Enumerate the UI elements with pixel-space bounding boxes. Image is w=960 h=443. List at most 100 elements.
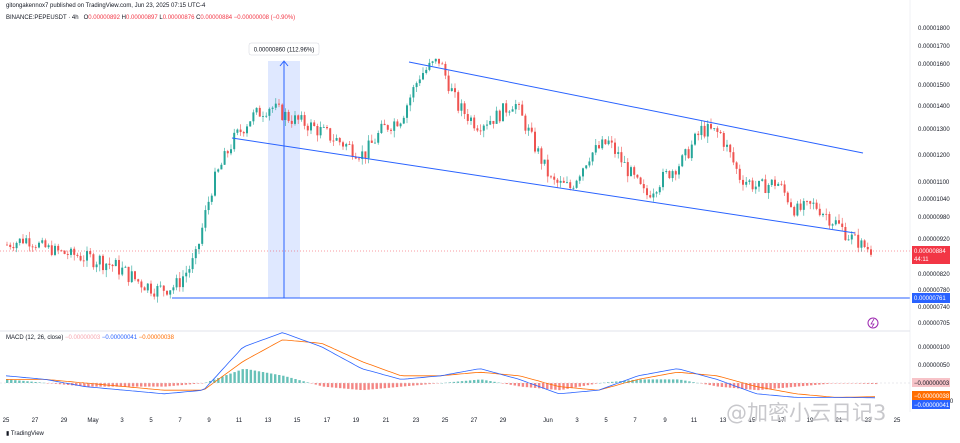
candle-body (514, 104, 517, 110)
candle-body (582, 168, 584, 177)
candle-body (863, 240, 866, 247)
candle-body (137, 279, 140, 282)
macd-histogram-bar (192, 383, 196, 384)
macd-histogram-bar (399, 383, 403, 387)
candle-body (585, 165, 588, 169)
macd-histogram-bar (826, 383, 829, 384)
macd-histogram-bar (294, 379, 297, 383)
macd-histogram-bar (225, 375, 228, 383)
candle-body (73, 248, 76, 255)
macd-histogram-bar (570, 383, 573, 389)
macd-histogram-bar (676, 379, 679, 383)
candle-body (505, 103, 508, 113)
macd-histogram-bar (391, 383, 395, 388)
lower-trendline[interactable] (231, 137, 856, 234)
macd-histogram-bar (684, 380, 687, 383)
macd-histogram-bar (75, 383, 78, 386)
watermark: @加密小云日记3 (726, 401, 887, 425)
time-tick-label: 23 (865, 418, 872, 424)
macd-histogram-bar (550, 383, 553, 390)
macd-histogram-bar (501, 383, 504, 384)
macd-histogram-bar (318, 383, 322, 386)
candle-body (806, 201, 808, 202)
high-value: 0.00000897 (125, 15, 158, 21)
macd-histogram-bar (233, 372, 236, 383)
price-tick-label: 0.00001200 (918, 153, 950, 159)
candle-body (860, 240, 863, 248)
macd-histogram-bar (745, 383, 748, 390)
price-tag: 0.00000884 (914, 249, 946, 255)
time-tick-label: 13 (265, 418, 272, 424)
upper-trendline[interactable] (408, 61, 864, 154)
macd-histogram-bar (542, 383, 545, 389)
candle-body (447, 75, 450, 92)
tradingview-logo[interactable]: ▮ TradingView (6, 430, 44, 437)
low-value: 0.00000876 (162, 15, 195, 21)
macd-histogram-bar (464, 380, 468, 383)
macd-histogram-bar (736, 383, 740, 389)
macd-tag-macd-box (912, 400, 950, 409)
macd-histogram-bar (838, 383, 841, 384)
candle-body (594, 145, 597, 153)
macd-signal-value: −0.00000038 (138, 335, 174, 341)
macd-histogram-bar (797, 383, 801, 387)
candle-body (466, 114, 469, 121)
macd-histogram-bar (773, 383, 776, 389)
price-tick-label: 0.00001800 (918, 26, 950, 32)
macd-histogram-bar (322, 383, 326, 387)
candle-body (130, 271, 133, 283)
lightning-icon[interactable] (867, 317, 879, 329)
candle-body (479, 130, 482, 132)
macd-histogram-bar (830, 383, 833, 384)
close-label: C (196, 15, 201, 21)
candle-body (153, 293, 156, 297)
time-tick-label: 25 (3, 418, 10, 424)
candle-body (556, 179, 559, 183)
macd-histogram-bar (375, 383, 378, 389)
macd-histogram-bar (403, 383, 407, 387)
macd-histogram-bar (728, 383, 732, 388)
candles (6, 58, 872, 303)
candle-body (159, 285, 162, 287)
macd-histogram-bar (416, 383, 419, 386)
candle-body (361, 151, 364, 159)
candle-body (236, 129, 239, 133)
price-axis[interactable]: 0.00001800 0.00001700 0.00001600 0.00001500… (918, 26, 950, 327)
candle-body (841, 223, 844, 227)
candle-body (15, 242, 18, 249)
candle-body (422, 72, 424, 80)
macd-histogram-bar (6, 379, 9, 383)
candle-body (850, 234, 853, 240)
macd-histogram-bar (249, 369, 253, 383)
candle-body (207, 201, 210, 211)
macd-histogram-bar (517, 383, 521, 387)
candle-body (527, 127, 530, 131)
macd-histogram-bar (387, 383, 391, 388)
candle-body (230, 149, 232, 154)
candle-body (818, 208, 821, 216)
candle-body (626, 162, 629, 177)
macd-histogram-bar (509, 383, 512, 385)
candle-body (204, 210, 207, 228)
macd-histogram-bar (217, 378, 220, 383)
macd-histogram-bar (269, 373, 273, 383)
macd-histogram-bar (850, 383, 854, 384)
macd-histogram-bar (537, 383, 541, 389)
macd-histogram-bar (209, 380, 212, 383)
candle-body (646, 188, 648, 196)
macd-histogram-bar (160, 383, 163, 387)
candle-body (313, 122, 316, 127)
time-axis[interactable]: 25 27 29 May 3 5 7 9 11 13 15 17 19 21 23 25 27 29 Jun 3 5 7 9… (3, 418, 901, 424)
macd-histogram-bar (200, 383, 204, 384)
candle-body (802, 201, 805, 210)
candle-body (588, 161, 591, 166)
macd-tag-signal-box (912, 391, 950, 400)
time-tick-label: 29 (61, 418, 68, 424)
candle-body (262, 116, 264, 117)
candle-body (76, 254, 79, 256)
candle-body (393, 121, 396, 131)
candle-body (623, 162, 626, 163)
candle-body (345, 144, 348, 147)
candle-body (866, 246, 869, 250)
